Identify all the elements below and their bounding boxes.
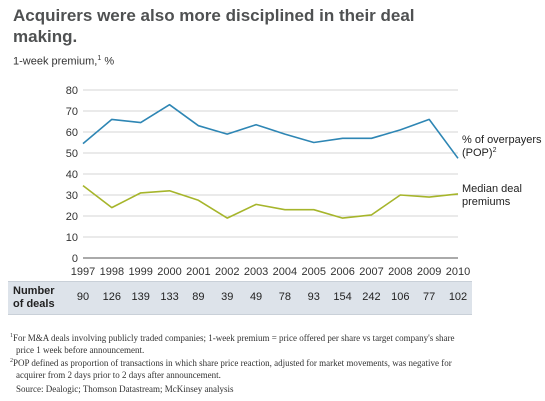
pop-label-line1: % of overpayers xyxy=(462,134,542,146)
deal-count-cell: 89 xyxy=(192,291,205,303)
deal-count-label-line2: of deals xyxy=(13,298,55,310)
x-tick-label: 2004 xyxy=(273,266,297,278)
deal-count-cell: 106 xyxy=(391,291,410,303)
footnote-2-line2: acquirer from 2 days prior to 2 days aft… xyxy=(16,369,221,380)
y-tick-label: 0 xyxy=(72,253,78,265)
y-tick-labels: 0 10 20 30 40 50 60 70 80 xyxy=(66,85,78,265)
x-tick-label: 2003 xyxy=(244,266,268,278)
pop-label-line2: (POP)2 xyxy=(462,147,497,159)
x-tick-label: 2005 xyxy=(302,266,326,278)
deal-count-cell: 39 xyxy=(221,291,234,303)
y-tick-label: 30 xyxy=(66,190,78,202)
source-note: Source: Dealogic; Thomson Datastream; Mc… xyxy=(16,384,234,394)
y-tick-label: 50 xyxy=(66,148,78,160)
y-tick-label: 80 xyxy=(66,85,78,97)
deal-count-cell: 49 xyxy=(249,291,263,303)
deal-count-cell: 77 xyxy=(423,291,436,303)
chart-title: Acquirers were also more disciplined in … xyxy=(13,6,415,46)
x-tick-label: 1999 xyxy=(128,266,152,278)
deal-count-label-line1: Number xyxy=(13,285,55,297)
x-tick-label: 2010 xyxy=(446,266,470,278)
x-tick-label: 1998 xyxy=(100,266,124,278)
pop-series-line xyxy=(82,103,459,159)
pop-series-label: % of overpayers (POP)2 xyxy=(462,134,542,159)
deal-count-band: Number of deals 90 126 139 133 89 39 49 78 93 154… xyxy=(8,281,472,315)
plot-series xyxy=(82,103,459,219)
footnotes: 1For M&A deals involving publicly traded… xyxy=(10,331,535,396)
footnote-2-marker: 2 xyxy=(10,358,13,364)
y-tick-label: 10 xyxy=(66,232,78,244)
footnote-2-line1: POP defined as proportion of transaction… xyxy=(13,358,452,368)
x-tick-label: 2000 xyxy=(157,266,181,278)
footnote-1-line2: price 1 week before announcement. xyxy=(16,344,145,355)
deal-count-cell: 126 xyxy=(102,291,122,303)
deal-count-cell: 90 xyxy=(76,291,90,303)
x-tick-labels: 1997 1998 1999 2000 2001 2002 2003 2004 2005 2006… xyxy=(71,266,470,278)
x-tick-label: 2007 xyxy=(359,266,383,278)
footnote-2: 2POP defined as proportion of transactio… xyxy=(10,356,535,370)
y-tick-label: 40 xyxy=(66,169,78,181)
x-tick-label: 1997 xyxy=(71,266,95,278)
y-axis-label: 1-week premium,1 % xyxy=(13,55,114,68)
pop-label-text: (POP) xyxy=(462,147,493,159)
grid-lines xyxy=(83,89,458,259)
deal-count-cell: 93 xyxy=(307,291,320,303)
footnote-1-marker: 1 xyxy=(10,333,13,339)
y-axis-unit: % xyxy=(104,55,115,68)
deal-count-cell: 139 xyxy=(131,291,150,303)
median-series-line xyxy=(82,184,459,219)
deal-count-cell: 133 xyxy=(160,291,179,303)
deal-count-cell: 102 xyxy=(448,291,468,303)
y-tick-label: 70 xyxy=(66,106,78,118)
median-label-line1: Median deal xyxy=(462,183,522,195)
deal-count-label: Number of deals xyxy=(13,285,55,311)
footnote-1: 1For M&A deals involving publicly traded… xyxy=(10,331,535,345)
footnote-1-line1: For M&A deals involving publicly traded … xyxy=(13,333,455,343)
median-label-line2: premiums xyxy=(462,196,511,208)
median-series-label: Median deal premiums xyxy=(462,183,522,208)
x-tick-label: 2002 xyxy=(215,266,239,278)
y-axis-label-text: 1-week premium, xyxy=(13,55,98,68)
deal-count-cell: 78 xyxy=(278,291,292,303)
y-tick-label: 20 xyxy=(66,211,78,223)
y-tick-label: 60 xyxy=(66,127,78,139)
x-tick-label: 2008 xyxy=(388,266,412,278)
x-tick-label: 2009 xyxy=(417,266,441,278)
deal-count-cell: 242 xyxy=(362,291,381,303)
pop-label-note: 2 xyxy=(493,147,497,154)
x-tick-label: 2006 xyxy=(330,266,354,278)
y-axis-label-note: 1 xyxy=(97,55,102,62)
deal-count-cell: 154 xyxy=(333,291,352,303)
x-tick-label: 2001 xyxy=(186,266,210,278)
